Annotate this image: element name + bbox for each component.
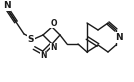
Text: S: S: [28, 35, 34, 43]
Text: N: N: [3, 1, 11, 10]
Text: N: N: [115, 33, 123, 42]
Text: O: O: [50, 19, 57, 28]
Text: N: N: [50, 43, 57, 52]
Text: N: N: [40, 51, 47, 60]
